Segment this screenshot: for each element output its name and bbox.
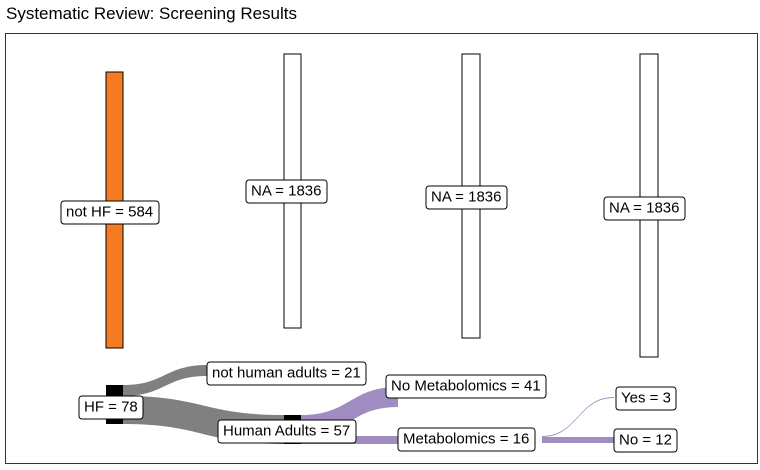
page-title: Systematic Review: Screening Results — [6, 4, 298, 23]
label-na-1: NA = 1836 — [245, 179, 328, 204]
svg-text:Metabolomics = 16: Metabolomics = 16 — [403, 431, 529, 448]
label-na-2: NA = 1836 — [425, 185, 508, 210]
svg-text:NA = 1836: NA = 1836 — [251, 183, 321, 200]
label-not-human-adults: not human adults = 21 — [206, 361, 367, 386]
label-na-3: NA = 1836 — [603, 196, 686, 221]
plot-frame — [5, 33, 758, 464]
svg-text:not HF = 584: not HF = 584 — [66, 204, 153, 221]
label-metabolomics: Metabolomics = 16 — [397, 427, 536, 452]
label-not-hf: not HF = 584 — [60, 200, 160, 225]
label-hf: HF = 78 — [78, 395, 144, 420]
svg-text:not human adults = 21: not human adults = 21 — [212, 365, 361, 382]
svg-text:NA = 1836: NA = 1836 — [609, 200, 679, 217]
svg-text:NA = 1836: NA = 1836 — [431, 189, 501, 206]
label-yes: Yes = 3 — [615, 386, 677, 411]
label-human-adults: Human Adults = 57 — [217, 419, 357, 444]
svg-text:No = 12: No = 12 — [619, 432, 672, 449]
label-no-metabolomics: No Metabolomics = 41 — [385, 374, 547, 399]
flow-metabolomics-to-no — [542, 437, 614, 443]
svg-text:No Metabolomics = 41: No Metabolomics = 41 — [391, 378, 541, 395]
svg-text:HF = 78: HF = 78 — [84, 399, 138, 416]
flow-hf-to-not-human-adults — [123, 365, 207, 396]
label-no: No = 12 — [613, 428, 678, 453]
svg-text:Yes = 3: Yes = 3 — [621, 390, 671, 407]
flow-metabolomics-to-yes — [542, 397, 614, 437]
svg-text:Human Adults = 57: Human Adults = 57 — [223, 423, 350, 440]
